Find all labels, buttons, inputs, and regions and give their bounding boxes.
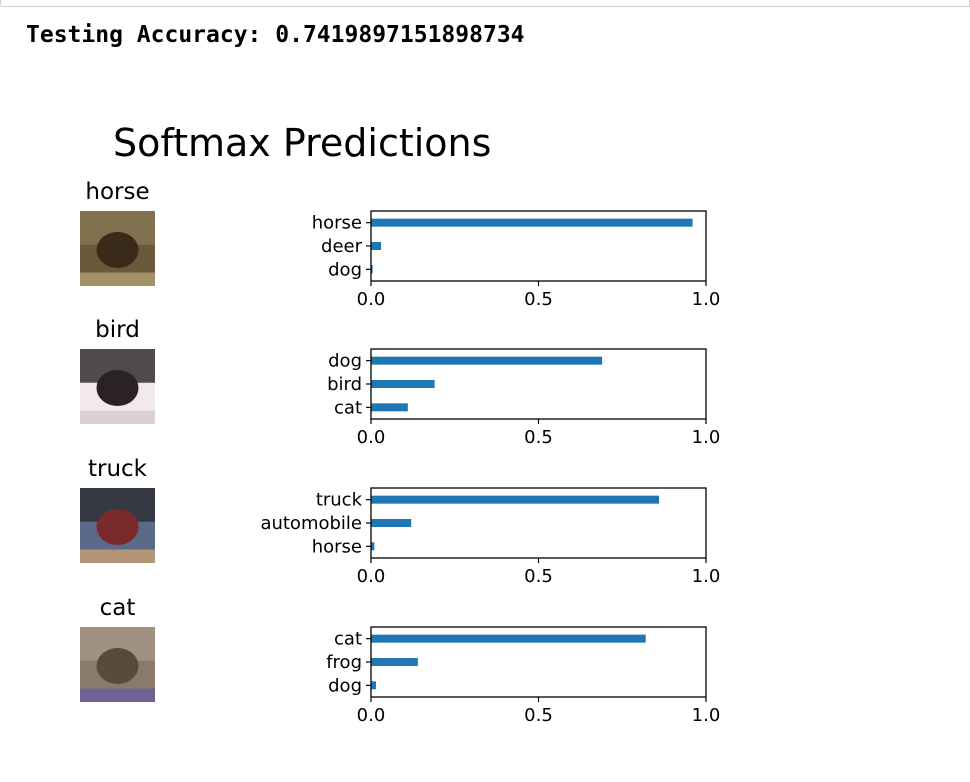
x-tick-label: 0.0 xyxy=(357,427,386,448)
x-tick-label: 1.0 xyxy=(692,427,721,448)
x-tick-label: 0.0 xyxy=(357,566,386,587)
bar-cat xyxy=(371,634,646,643)
panel-image-title: bird xyxy=(95,317,140,343)
y-tick-label: truck xyxy=(316,490,363,511)
thumbnail-ground xyxy=(80,272,155,286)
x-tick-label: 1.0 xyxy=(692,705,721,726)
accuracy-label: Testing Accuracy: xyxy=(26,22,262,48)
bar-horse xyxy=(371,218,693,227)
bar-automobile xyxy=(371,519,412,527)
x-tick-label: 0.5 xyxy=(524,289,553,310)
thumbnail-subject xyxy=(96,648,139,684)
thumbnail-subject xyxy=(96,232,139,268)
y-tick-label: horse xyxy=(312,213,362,234)
x-tick-label: 0.5 xyxy=(524,427,553,448)
accuracy-output: Testing Accuracy: 0.7419897151898734 xyxy=(26,22,525,48)
bar-dog xyxy=(371,681,377,690)
x-tick-label: 0.5 xyxy=(524,705,553,726)
bar-dog xyxy=(371,265,373,274)
y-tick-label: automobile xyxy=(260,513,362,534)
panel-image-title: truck xyxy=(88,456,148,482)
y-tick-label: frog xyxy=(326,652,362,673)
y-tick-label: cat xyxy=(334,629,362,650)
accuracy-value: 0.7419897151898734 xyxy=(275,22,525,48)
thumbnail-subject xyxy=(96,509,139,545)
bar-truck xyxy=(371,495,660,504)
bar-cat xyxy=(371,403,408,412)
bar-deer xyxy=(371,242,382,250)
thumbnail-ground xyxy=(80,688,155,702)
y-tick-label: dog xyxy=(328,351,362,372)
thumbnail-ground xyxy=(80,410,155,424)
x-tick-label: 0.5 xyxy=(524,566,553,587)
x-tick-label: 1.0 xyxy=(692,566,721,587)
bar-dog xyxy=(371,356,603,365)
y-tick-label: deer xyxy=(321,236,363,257)
thumbnail-ground xyxy=(80,549,155,563)
y-tick-label: dog xyxy=(328,259,362,280)
figure-title: Softmax Predictions xyxy=(113,121,491,165)
y-tick-label: horse xyxy=(312,536,362,557)
bar-bird xyxy=(371,380,435,388)
bar-frog xyxy=(371,658,418,666)
x-tick-label: 1.0 xyxy=(692,289,721,310)
panel-image-title: cat xyxy=(100,595,136,621)
bar-horse xyxy=(371,542,375,551)
y-tick-label: dog xyxy=(328,675,362,696)
thumbnail-subject xyxy=(96,370,139,406)
panel-image-title: horse xyxy=(85,179,149,205)
x-tick-label: 0.0 xyxy=(357,705,386,726)
x-tick-label: 0.0 xyxy=(357,289,386,310)
y-tick-label: bird xyxy=(327,374,362,395)
y-tick-label: cat xyxy=(334,397,362,418)
